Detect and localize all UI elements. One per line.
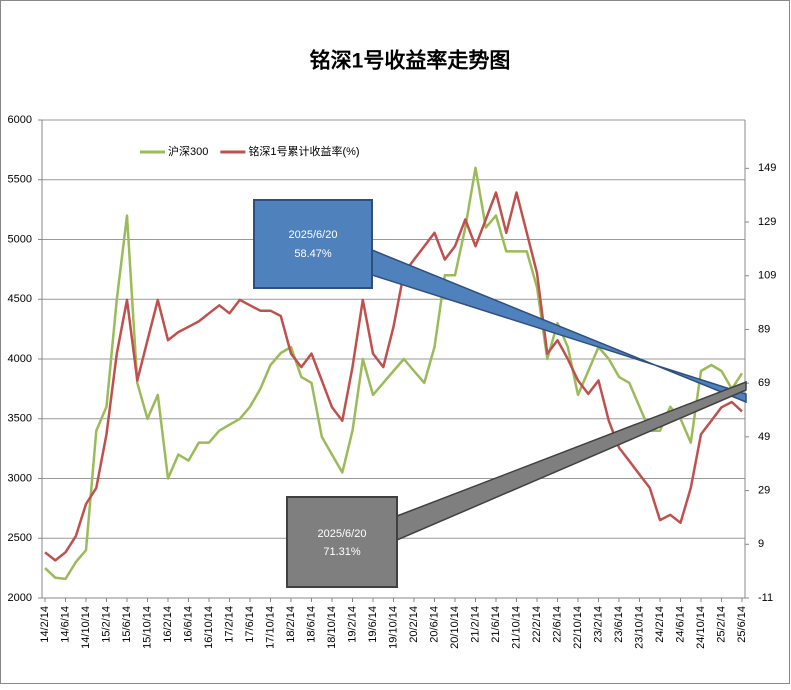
- x-tick-label: 20/6/14: [428, 606, 440, 643]
- x-tick-label: 23/2/14: [592, 606, 604, 643]
- y-tick-label: 3000: [8, 472, 32, 484]
- x-tick-label: 23/6/14: [613, 606, 625, 643]
- x-tick-label: 15/10/14: [141, 606, 153, 649]
- y-tick-label: 5000: [8, 233, 32, 245]
- series-line: [44, 191, 743, 562]
- x-tick-label: 24/6/14: [674, 606, 686, 643]
- x-tick-label: 24/10/14: [695, 606, 707, 649]
- x-tick-label: 17/6/14: [244, 606, 256, 643]
- x-tick-label: 20/10/14: [449, 606, 461, 649]
- x-tick-label: 14/2/14: [39, 606, 51, 643]
- x-tick-label: 22/10/14: [572, 606, 584, 649]
- callout-value: 58.47%: [294, 248, 332, 260]
- y2-tick-label: -11: [758, 592, 773, 604]
- x-tick-label: 21/6/14: [490, 606, 502, 643]
- x-tick-label: 20/2/14: [408, 606, 420, 643]
- y-tick-label: 3500: [8, 413, 32, 425]
- y-tick-label: 4000: [8, 353, 32, 365]
- legend-label: 沪深300: [168, 144, 208, 158]
- x-tick-label: 21/10/14: [510, 606, 522, 649]
- y-tick-label: 2000: [8, 592, 32, 604]
- x-tick-label: 17/10/14: [264, 606, 276, 649]
- x-tick-label: 21/2/14: [469, 606, 481, 643]
- y2-tick-label: 29: [758, 484, 770, 496]
- x-tick-label: 22/2/14: [531, 606, 543, 643]
- y2-tick-label: 9: [758, 538, 764, 550]
- callout-date: 2025/6/20: [318, 528, 367, 540]
- x-tick-label: 19/10/14: [387, 606, 399, 649]
- x-tick-label: 25/6/14: [736, 606, 748, 643]
- x-tick-label: 16/10/14: [203, 606, 215, 649]
- y2-tick-label: 109: [758, 270, 776, 282]
- x-tick-label: 18/10/14: [326, 606, 338, 649]
- x-tick-label: 16/2/14: [162, 606, 174, 643]
- y2-tick-label: 129: [758, 216, 776, 228]
- callout-gray: 2025/6/20 71.31%: [286, 380, 747, 588]
- legend-label: 铭深1号累计收益率(%): [248, 144, 359, 158]
- x-tick-label: 14/6/14: [59, 606, 71, 643]
- series-line: [44, 166, 744, 581]
- y-tick-label: 5500: [8, 174, 32, 186]
- x-tick-label: 15/2/14: [100, 606, 112, 643]
- x-tick-label: 16/6/14: [182, 606, 194, 643]
- x-tick-label: 15/6/14: [121, 606, 133, 643]
- y2-tick-label: 149: [758, 162, 776, 174]
- callout-box: [253, 199, 373, 289]
- callout-value: 71.31%: [323, 546, 361, 558]
- y-tick-label: 4500: [8, 293, 32, 305]
- x-tick-label: 24/2/14: [654, 606, 666, 643]
- chart-title: 铭深1号收益率走势图: [310, 49, 511, 73]
- x-tick-label: 14/10/14: [80, 606, 92, 649]
- x-tick-label: 17/2/14: [223, 606, 235, 643]
- plot-area: 2000 2500 3000 3500 4000 4500 5000 5500 6000 -11 9…: [8, 114, 777, 649]
- y-tick-label: 2500: [8, 532, 32, 544]
- x-tick-label: 22/6/14: [551, 606, 563, 643]
- x-tick-label: 18/2/14: [285, 606, 297, 643]
- x-tick-label: 19/6/14: [367, 606, 379, 643]
- callout-date: 2025/6/20: [289, 229, 338, 241]
- x-tick-label: 18/6/14: [305, 606, 317, 643]
- y2-tick-label: 49: [758, 431, 770, 443]
- x-tick-label: 23/10/14: [633, 606, 645, 649]
- callout-box: [286, 496, 398, 588]
- x-tick-label: 25/2/14: [715, 606, 727, 643]
- y2-tick-label: 69: [758, 377, 770, 389]
- y-tick-label: 6000: [8, 114, 32, 126]
- callout-blue: 2025/6/20 58.47%: [253, 199, 747, 404]
- x-tick-label: 19/2/14: [346, 606, 358, 643]
- y2-tick-label: 89: [758, 323, 770, 335]
